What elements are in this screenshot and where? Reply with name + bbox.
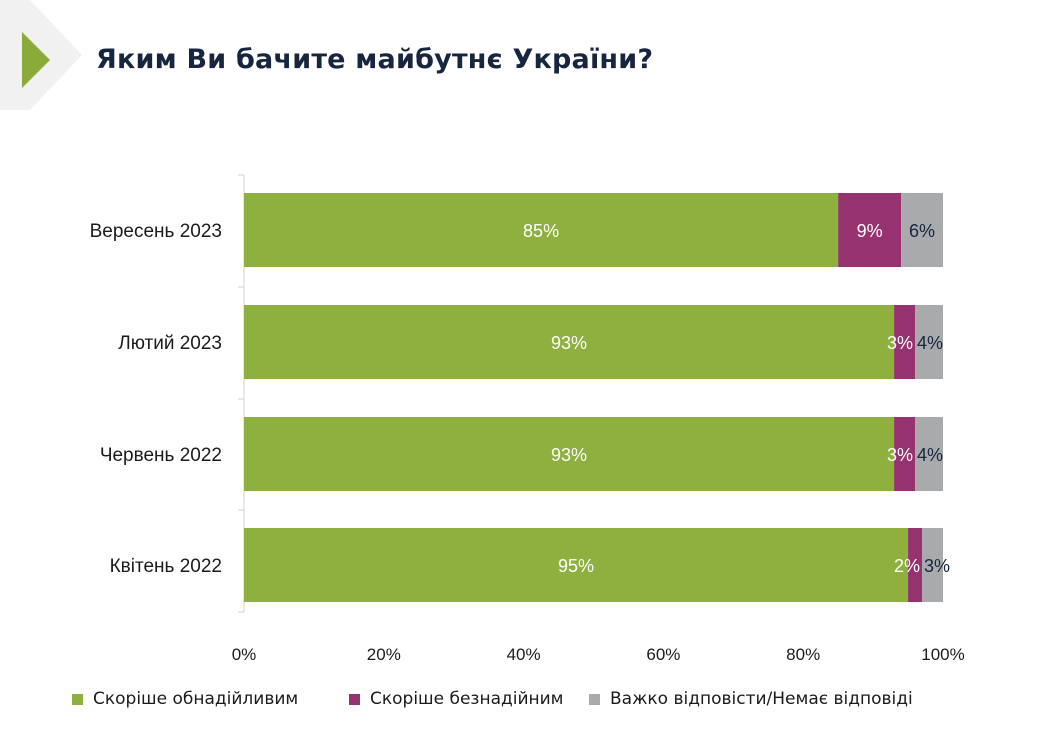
category-label: Квітень 2022 (110, 556, 222, 577)
bar-segment (894, 305, 916, 379)
data-label: 4% (917, 445, 943, 465)
data-label: 6% (909, 221, 935, 241)
category-label: Лютий 2023 (118, 333, 222, 354)
bar-segment (838, 193, 902, 267)
bar-segment (894, 417, 916, 491)
x-tick-label: 100% (921, 645, 964, 664)
x-tick-label: 40% (507, 645, 541, 664)
title-decoration (0, 0, 82, 110)
green-triangle-icon (22, 32, 50, 88)
legend-label: Скоріше обнадійливим (93, 689, 299, 709)
data-label: 93% (551, 445, 587, 465)
category-label: Червень 2022 (100, 445, 222, 466)
legend-swatch (349, 693, 360, 705)
bar-segment (908, 528, 923, 602)
data-label: 95% (558, 556, 594, 576)
x-tick-label: 20% (367, 645, 401, 664)
legend-item: Важко відповісти/Немає відповіді (589, 689, 913, 709)
data-label: 3% (887, 445, 913, 465)
legend-item: Скоріше безнадійним (349, 689, 564, 709)
data-label: 3% (924, 556, 950, 576)
stacked-bar-chart: 0% 20% 40% 60% 80% 100% Вересень 2023 85% 9% 6% Лю… (90, 174, 965, 664)
bar-segment (244, 193, 839, 267)
legend-swatch (589, 693, 600, 705)
bar-segment (244, 305, 895, 379)
legend-label: Важко відповісти/Немає відповіді (610, 689, 913, 709)
bar-segment (244, 528, 909, 602)
category-label: Вересень 2023 (90, 221, 222, 242)
x-tick-label: 60% (646, 645, 680, 664)
bar-segment (915, 305, 943, 379)
data-label: 3% (887, 333, 913, 353)
data-label: 4% (917, 333, 943, 353)
legend-swatch (72, 693, 83, 705)
x-tick-label: 0% (232, 645, 257, 664)
data-label: 2% (894, 556, 920, 576)
page-title: Яким Ви бачите майбутнє України? (96, 44, 654, 75)
data-label: 93% (551, 333, 587, 353)
bar-segment (922, 528, 943, 602)
bar-segment (244, 417, 895, 491)
legend-item: Скоріше обнадійливим (72, 689, 298, 709)
bar-segment (915, 417, 943, 491)
x-tick-label: 80% (786, 645, 820, 664)
data-label: 9% (857, 221, 883, 241)
data-label: 85% (523, 221, 559, 241)
legend-label: Скоріше безнадійним (370, 689, 564, 709)
bar-segment (901, 193, 943, 267)
